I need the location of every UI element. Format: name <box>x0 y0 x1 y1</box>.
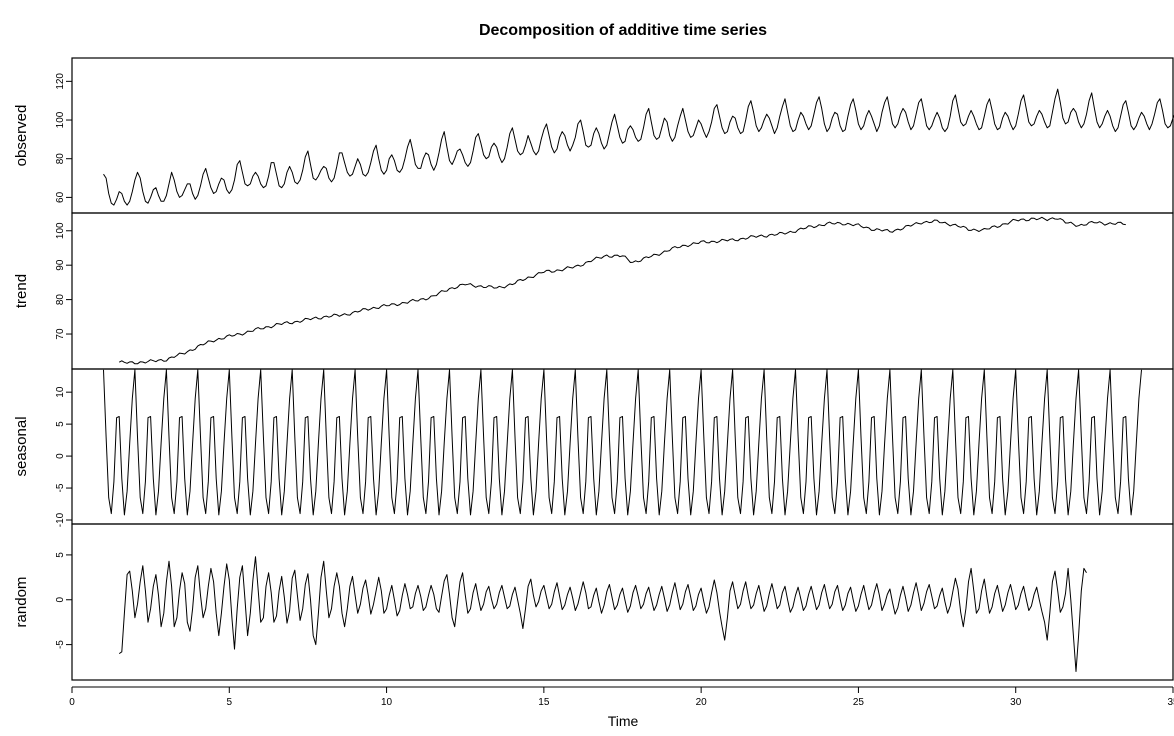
panel-label-seasonal: seasonal <box>13 416 30 476</box>
y-tick-label-trend: 80 <box>55 294 66 306</box>
x-tick-label: 0 <box>69 697 75 708</box>
x-tick-label: 35 <box>1167 697 1174 708</box>
x-axis: 0 5 10 15 20 25 30 35 <box>69 687 1174 708</box>
panel-observed: 60 80 100 120 observed <box>13 58 1174 213</box>
x-tick-label: 20 <box>696 697 708 708</box>
y-tick-label-seasonal: -5 <box>55 483 66 492</box>
x-tick-label: 30 <box>1010 697 1022 708</box>
y-tick-label-random: -5 <box>55 640 66 649</box>
panel-label-random: random <box>13 577 30 628</box>
x-axis-title: Time <box>608 713 639 729</box>
panel-frame-observed <box>72 58 1173 213</box>
series-line-observed <box>104 66 1174 205</box>
y-tick-label-observed: 120 <box>55 73 66 90</box>
series-line-random <box>119 557 1086 672</box>
panel-frame-seasonal <box>72 369 1173 524</box>
y-tick-label-seasonal: -10 <box>55 512 66 527</box>
panel-random: -5 0 5 random <box>13 524 1173 680</box>
y-tick-label-trend: 70 <box>55 328 66 340</box>
x-tick-label: 5 <box>227 697 233 708</box>
series-line-seasonal <box>104 370 1142 515</box>
y-tick-label-trend: 100 <box>55 222 66 239</box>
y-tick-label-random: 5 <box>55 552 66 558</box>
y-tick-label-seasonal: 0 <box>55 453 66 459</box>
panel-frame-random <box>72 524 1173 680</box>
y-tick-label-seasonal: 5 <box>55 421 66 427</box>
y-tick-label-observed: 80 <box>55 153 66 165</box>
series-line-trend <box>119 217 1126 363</box>
y-tick-label-observed: 60 <box>55 191 66 203</box>
panel-label-observed: observed <box>13 105 30 167</box>
chart-title: Decomposition of additive time series <box>479 22 767 39</box>
y-tick-label-observed: 100 <box>55 111 66 128</box>
x-tick-label: 15 <box>538 697 550 708</box>
y-tick-label-seasonal: 10 <box>55 386 66 398</box>
y-tick-label-trend: 90 <box>55 259 66 271</box>
x-tick-label: 25 <box>853 697 865 708</box>
panel-trend: 70 80 90 100 trend <box>13 213 1173 369</box>
x-tick-label: 10 <box>381 697 393 708</box>
panel-label-trend: trend <box>13 274 30 308</box>
panel-seasonal: -10 -5 0 5 10 seasonal <box>13 369 1173 527</box>
y-tick-label-random: 0 <box>55 597 66 603</box>
panel-frame-trend <box>72 213 1173 369</box>
